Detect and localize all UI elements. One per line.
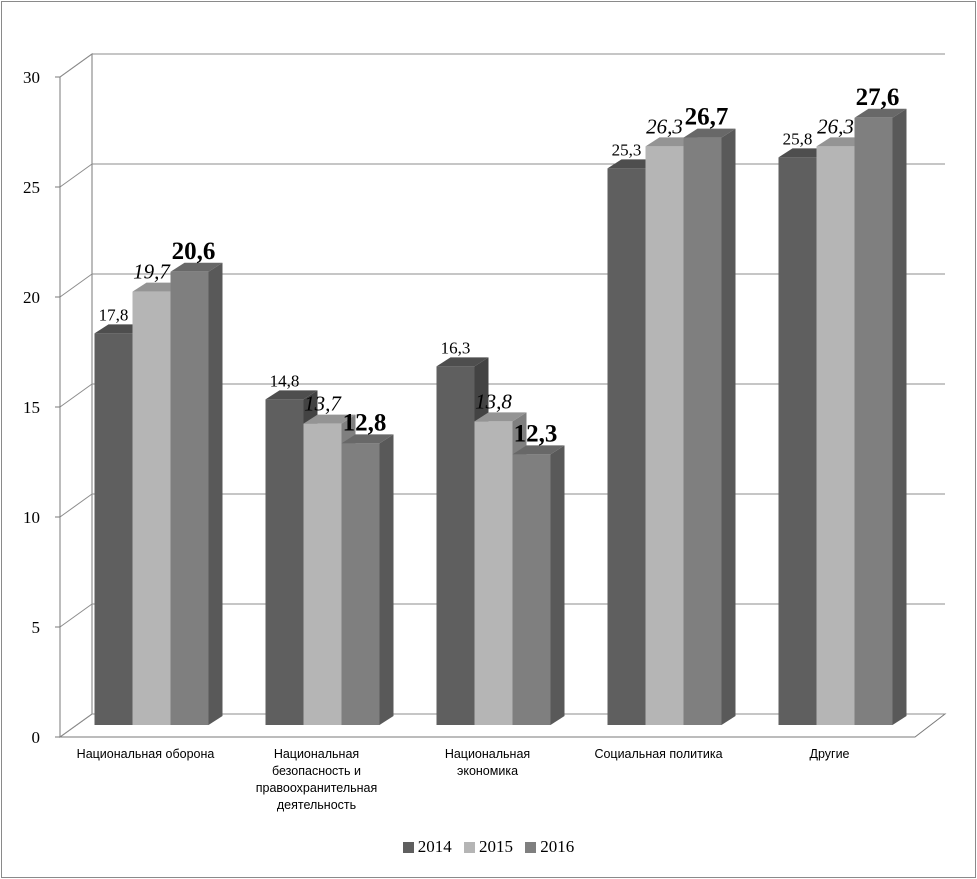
- x-tick-label: Национальная оборона: [77, 747, 215, 761]
- legend-swatch-2016: [525, 842, 537, 854]
- legend-swatch-2015: [464, 842, 475, 854]
- legend-item-2016: 2016: [525, 837, 574, 857]
- bar: [341, 443, 380, 725]
- bar: [683, 137, 722, 726]
- data-label: 20,6: [172, 238, 216, 265]
- x-tick-label: Национальная экономика: [445, 747, 530, 778]
- legend-label-2015: 2015: [479, 837, 513, 857]
- legend-item-2014: 2014: [402, 837, 452, 857]
- gridline-depth: [59, 713, 93, 738]
- legend: 2014 2015 2016: [0, 836, 977, 857]
- bar-side: [892, 108, 907, 726]
- bar-top: [854, 108, 907, 118]
- x-tick-label: Национальная безопасность и правоохранител…: [256, 747, 378, 812]
- y-tick-label: 0: [32, 728, 41, 747]
- bar-top: [170, 262, 223, 272]
- data-label: 17,8: [99, 305, 129, 324]
- bar: [607, 168, 646, 725]
- bar-top: [265, 390, 318, 400]
- gridline-depth: [59, 603, 93, 628]
- bar: [816, 146, 855, 725]
- bar: [778, 157, 817, 725]
- bar-side: [208, 262, 223, 725]
- y-tick-label: 5: [32, 618, 41, 637]
- gridline-depth: [59, 273, 93, 298]
- bar: [436, 366, 475, 725]
- bar-top: [341, 434, 394, 444]
- y-tick-label: 10: [23, 508, 40, 527]
- gridline-depth: [59, 163, 93, 188]
- bar: [854, 117, 893, 726]
- x-tick-label-line: Национальная: [274, 747, 359, 761]
- bar-top: [303, 414, 356, 424]
- bar: [512, 454, 551, 725]
- bar: [265, 399, 304, 725]
- gridline-depth: [59, 383, 93, 408]
- data-label: 14,8: [270, 371, 300, 390]
- legend-label-2016: 2016: [540, 837, 575, 857]
- data-label: 27,6: [856, 84, 900, 111]
- data-label: 12,8: [343, 409, 387, 436]
- data-label: 13,7: [304, 392, 342, 416]
- bar: [170, 271, 209, 725]
- bar: [474, 421, 513, 725]
- x-tick-label-line: экономика: [457, 764, 518, 778]
- gridline-depth: [59, 53, 93, 78]
- data-label: 26,7: [685, 104, 729, 131]
- x-tick-label-line: правоохранительная: [256, 781, 378, 795]
- data-label: 12,3: [514, 420, 558, 447]
- data-label: 26,3: [646, 114, 683, 138]
- y-tick-label: 20: [23, 288, 40, 307]
- bar-top: [512, 445, 565, 455]
- bar: [303, 423, 342, 725]
- x-tick-label: Другие: [809, 747, 849, 761]
- x-tick-label-line: деятельность: [277, 798, 356, 812]
- data-label: 25,3: [612, 140, 642, 159]
- x-tick-label-line: Другие: [809, 747, 849, 761]
- legend-label-2014: 2014: [417, 837, 452, 857]
- data-label: 16,3: [441, 338, 471, 357]
- x-tick-label-line: Социальная политика: [594, 747, 722, 761]
- bar-side: [550, 445, 565, 725]
- bar: [132, 291, 171, 725]
- data-label: 13,8: [475, 389, 512, 413]
- bar-top: [474, 412, 527, 422]
- bar-chart: 0 5 10 15 20 25 30 17,8 19,720,6 Национальная обо…: [23, 53, 947, 812]
- data-label: 26,3: [817, 114, 854, 138]
- legend-swatch-2014: [402, 842, 414, 854]
- x-tick-label-line: Национальная оборона: [77, 747, 215, 761]
- legend-item-2015: 2015: [464, 837, 513, 857]
- x-tick-label: Социальная политика: [594, 747, 722, 761]
- bar: [94, 333, 133, 725]
- bar-top: [436, 357, 489, 367]
- gridline-depth: [59, 493, 93, 518]
- y-tick-label: 15: [23, 398, 40, 417]
- data-label: 25,8: [783, 129, 813, 148]
- bar-side: [721, 128, 736, 726]
- bar: [645, 146, 684, 725]
- data-label: 19,7: [133, 260, 171, 284]
- bar-side: [379, 434, 394, 725]
- x-tick-label-line: Национальная: [445, 747, 530, 761]
- y-tick-label: 30: [23, 68, 40, 87]
- y-tick-label: 25: [23, 178, 40, 197]
- bar-top: [683, 128, 736, 138]
- x-tick-label-line: безопасность и: [272, 764, 361, 778]
